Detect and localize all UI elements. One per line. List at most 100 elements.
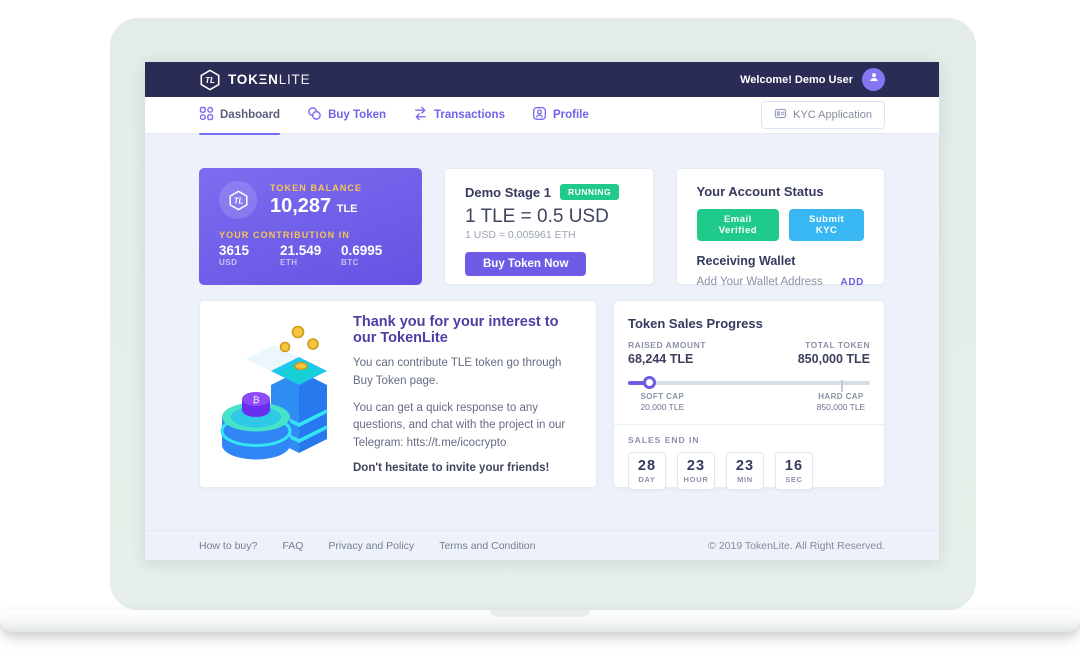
countdown-unit: MIN [737,475,753,484]
balance-unit: TLE [336,202,358,215]
wallet-address-hint: Add Your Wallet Address [696,276,823,288]
total-token-value: 850,000 TLE [797,352,870,366]
app-footer: How to buy? FAQ Privacy and Policy Terms… [145,530,939,560]
summary-row: TL TOKEN BALANCE 10,287 TLE YOUR CONTRIB… [199,168,885,288]
nav-label: Buy Token [328,109,387,121]
token-balance-card: TL TOKEN BALANCE 10,287 TLE YOUR CONTRIB… [199,168,422,285]
hard-cap-label: HARD CAP [818,392,864,401]
contribution-currency: ETH [280,258,298,267]
coins-illustration: ₿ [220,325,328,460]
header-user-area: Welcome! Demo User [740,68,885,91]
slider-fill [628,381,650,385]
progress-divider [614,424,884,425]
hard-cap-tick [840,380,843,392]
token-balance-label: TOKEN BALANCE [270,182,363,193]
contribution-value: 21.549 [280,243,322,258]
slider-handle[interactable] [642,376,656,389]
footer-link-privacy[interactable]: Privacy and Policy [328,539,415,552]
total-token-label: TOTAL TOKEN [805,340,870,350]
countdown-hours: 23 HOUR [677,452,715,490]
token-stage-card: Demo Stage 1 RUNNING 1 TLE = 0.5 USD 1 U… [444,168,654,285]
usd-eth-conversion: 1 USD = 0.005961 ETH [465,229,576,241]
running-status-badge: RUNNING [559,184,620,200]
main-nav: Dashboard Buy Token Transactions [145,97,939,135]
dashboard-content: TL TOKEN BALANCE 10,287 TLE YOUR CONTRIB… [145,134,939,530]
contribution-currency: USD [219,258,238,267]
welcome-text: Welcome! Demo User [740,73,853,86]
contribution-label: YOUR CONTRIBUTION IN [219,230,350,240]
countdown-value: 23 [735,458,755,474]
svg-text:TL: TL [205,76,215,85]
kyc-application-button[interactable]: KYC Application [761,101,885,129]
logo-text-light: LITE [278,72,311,87]
add-wallet-button[interactable]: ADD [840,276,864,288]
footer-links: How to buy? FAQ Privacy and Policy Terms… [199,540,536,552]
progress-labels: RAISED AMOUNT TOTAL TOKEN [628,340,870,350]
svg-text:₿: ₿ [252,395,259,406]
buy-token-now-button[interactable]: Buy Token Now [465,252,587,276]
submit-kyc-badge[interactable]: Submit KYC [789,209,864,241]
countdown-days: 28 DAY [628,452,666,490]
nav-item-buy-token[interactable]: Buy Token [307,97,386,134]
sales-countdown: 28 DAY 23 HOUR 23 MIN 16 [628,452,870,490]
progress-title: Token Sales Progress [628,316,763,331]
countdown-minutes: 23 MIN [726,452,764,490]
raised-amount-label: RAISED AMOUNT [628,340,706,350]
welcome-message-card: ₿ Thank you for your interest to our Tok… [199,300,597,488]
balance-figures: TOKEN BALANCE 10,287 TLE [270,183,362,218]
person-icon [867,70,881,89]
soft-cap-marker: SOFT CAP 20,000 TLE [627,392,697,412]
token-balance-value: 10,287 TLE [270,195,362,218]
user-avatar[interactable] [862,68,885,91]
account-status-card: Your Account Status Email Verified Submi… [675,168,885,288]
sales-progress-slider[interactable] [628,376,870,392]
nav-item-dashboard[interactable]: Dashboard [199,97,281,135]
nav-label: Profile [552,109,589,121]
balance-number: 10,287 [270,194,332,217]
countdown-value: 28 [637,458,657,474]
countdown-unit: DAY [638,475,656,484]
account-status-title: Your Account Status [696,184,824,199]
contribution-value: 3615 [219,243,250,258]
id-card-icon [774,107,787,123]
coins-icon [307,106,322,124]
balance-top: TL TOKEN BALANCE 10,287 TLE [219,181,402,219]
contribution-usd: 3615 USD [219,243,280,267]
welcome-message-text: Thank you for your interest to our Token… [353,314,570,474]
app-header: TL TOKΞNLITE Welcome! Demo User [145,62,939,97]
nav-label: Transactions [434,109,505,121]
token-sales-progress-card: Token Sales Progress RAISED AMOUNT TOTAL… [613,300,885,490]
hard-cap-value: 850,000 TLE [816,402,866,412]
laptop-base [0,610,1080,632]
kyc-button-label: KYC Application [793,109,872,121]
receiving-wallet-heading: Receiving Wallet [696,254,796,268]
welcome-paragraph-1: You can contribute TLE token go through … [353,356,562,387]
footer-link-how-to-buy[interactable]: How to buy? [199,539,258,552]
welcome-paragraph-2: You can get a quick response to any ques… [353,401,566,450]
wallet-row: Add Your Wallet Address ADD [697,276,865,288]
tokenlite-logo: TL TOKΞNLITE [199,68,311,91]
nav-label: Dashboard [220,109,281,121]
contribution-eth: 21.549 ETH [280,243,341,267]
stage-title-row: Demo Stage 1 RUNNING [465,184,633,200]
nav-item-transactions[interactable]: Transactions [413,97,505,134]
contribution-row: 3615 USD 21.549 ETH 0.6995 BTC [219,243,402,267]
copyright-text: © 2019 TokenLite. All Right Reserved. [708,539,885,552]
nav-item-profile[interactable]: Profile [532,97,589,134]
tokenlite-app-window: TL TOKΞNLITE Welcome! Demo User [145,62,939,560]
transfer-arrows-icon [413,106,428,124]
account-badges: Email Verified Submit KYC [696,209,864,241]
contribution-currency: BTC [341,258,359,267]
contribution-btc: 0.6995 BTC [341,243,402,267]
dashboard-grid-icon [199,106,214,124]
footer-link-faq[interactable]: FAQ [282,539,304,552]
countdown-value: 23 [686,458,706,474]
laptop-latch [490,610,590,617]
sales-end-label: SALES END IN [628,435,700,445]
token-rate: 1 TLE = 0.5 USD [465,206,609,227]
email-verified-badge[interactable]: Email Verified [696,209,780,241]
hexagon-tl-icon: TL [199,68,221,91]
cap-markers: SOFT CAP 20,000 TLE HARD CAP 850,000 TLE [628,392,870,420]
footer-link-terms[interactable]: Terms and Condition [439,539,536,552]
